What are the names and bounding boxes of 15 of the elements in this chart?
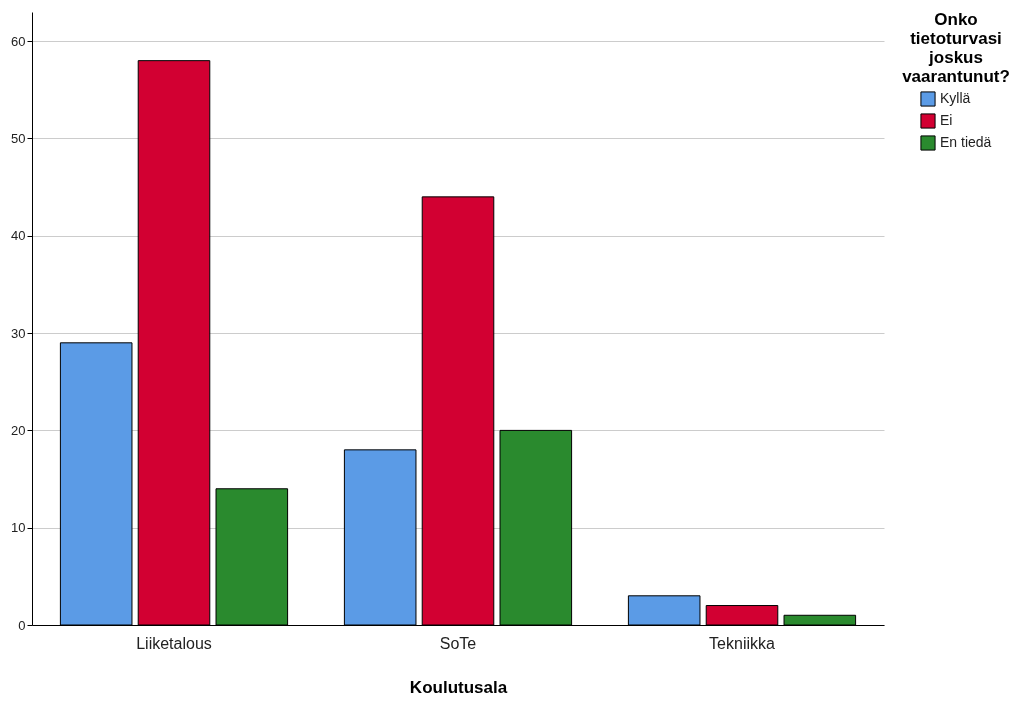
legend-label: Kyllä (940, 90, 971, 106)
y-tick-label: 0 (18, 617, 26, 633)
legend-label: En tiedä (940, 134, 992, 150)
x-tick-label: Liiketalous (136, 634, 212, 652)
x-tick-label: SoTe (439, 634, 477, 652)
x-axis-title: Koulutusala (409, 677, 508, 697)
legend-title: Onko tietoturvasi joskus vaarantunut? (902, 10, 1010, 86)
y-tick-label: 30 (11, 325, 26, 341)
y-tick-label: 60 (11, 33, 26, 49)
y-tick-label: 20 (11, 422, 26, 438)
x-tick-label: Tekniikka (709, 634, 775, 652)
y-tick-label: 50 (11, 130, 26, 146)
legend-label: Ei (940, 112, 953, 128)
y-tick-label: 10 (11, 520, 26, 536)
y-tick-label: 40 (11, 228, 26, 244)
